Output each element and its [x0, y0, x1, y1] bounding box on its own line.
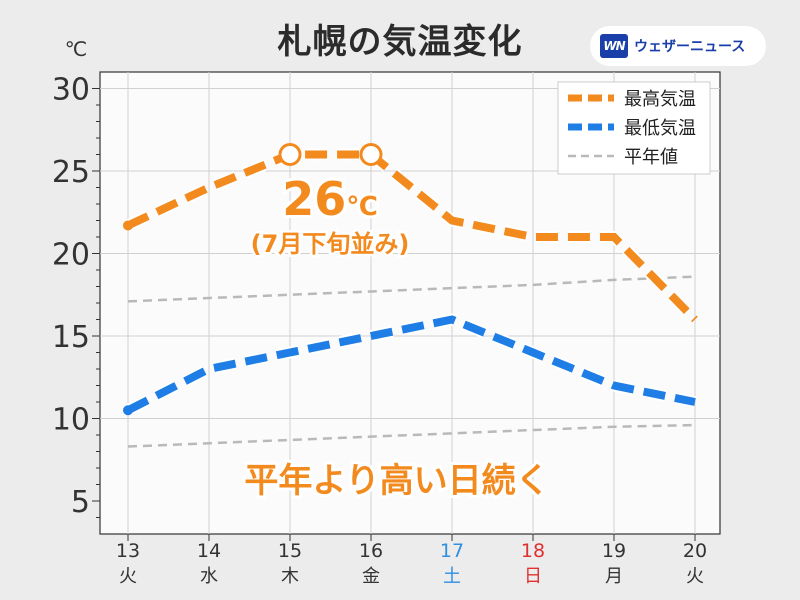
x-tick-label-weekday: 土: [443, 566, 461, 587]
x-tick-label-weekday: 火: [119, 566, 137, 587]
legend-label: 最低気温: [624, 118, 696, 139]
legend-box: [557, 81, 711, 175]
peak-marker: [278, 143, 302, 166]
y-tick-label: 25: [52, 155, 90, 190]
x-tick-label-date: 13: [116, 540, 140, 562]
peak-marker: [359, 143, 383, 166]
x-tick-label-weekday: 月: [605, 566, 623, 587]
y-unit-label: ℃: [65, 37, 87, 61]
legend-label: 最高気温: [624, 89, 696, 110]
series-normal-high-line: [127, 275, 696, 303]
chart-title: 札幌の気温変化: [277, 22, 523, 62]
x-tick-label-date: 14: [197, 540, 221, 562]
peak-unit: ℃: [346, 192, 377, 222]
peak-value: 26: [282, 172, 346, 226]
y-tick-label: 15: [52, 320, 90, 355]
x-tick-label-date: 19: [602, 540, 626, 562]
summary-annotation: 平年より高い日続く: [244, 461, 549, 501]
x-tick-label-weekday: 金: [362, 566, 380, 587]
series-low-start-point: [123, 405, 133, 416]
peak-annotation-note: (7月下旬並み): [251, 230, 410, 258]
x-tick-label-weekday: 火: [686, 566, 704, 587]
x-tick-label-date: 16: [359, 540, 383, 562]
x-tick-label-weekday: 日: [524, 566, 542, 587]
series-low-line: [126, 315, 696, 414]
x-tick-label-date: 15: [278, 540, 302, 562]
y-tick-label: 5: [71, 485, 90, 520]
weathernews-logo: WN ウェザーニュース: [590, 26, 766, 66]
y-tick-label: 10: [52, 403, 90, 438]
legend-label: 平年値: [624, 147, 678, 168]
y-tick-label: 30: [52, 73, 90, 108]
series-high-line: [126, 150, 698, 323]
x-tick-label-date: 20: [683, 540, 707, 562]
y-tick-label: 20: [52, 238, 90, 273]
logo-text: ウェザーニュース: [634, 39, 746, 55]
x-tick-label-date: 17: [440, 540, 464, 562]
x-tick-label-date: 18: [521, 540, 545, 562]
series-high-start-point: [123, 220, 133, 231]
peak-annotation-value: 26℃: [282, 172, 378, 226]
x-tick-label-weekday: 水: [200, 566, 218, 587]
x-tick-label-weekday: 木: [281, 566, 299, 587]
logo-badge: WN: [600, 34, 628, 58]
series-normal-low-line: [127, 423, 696, 448]
